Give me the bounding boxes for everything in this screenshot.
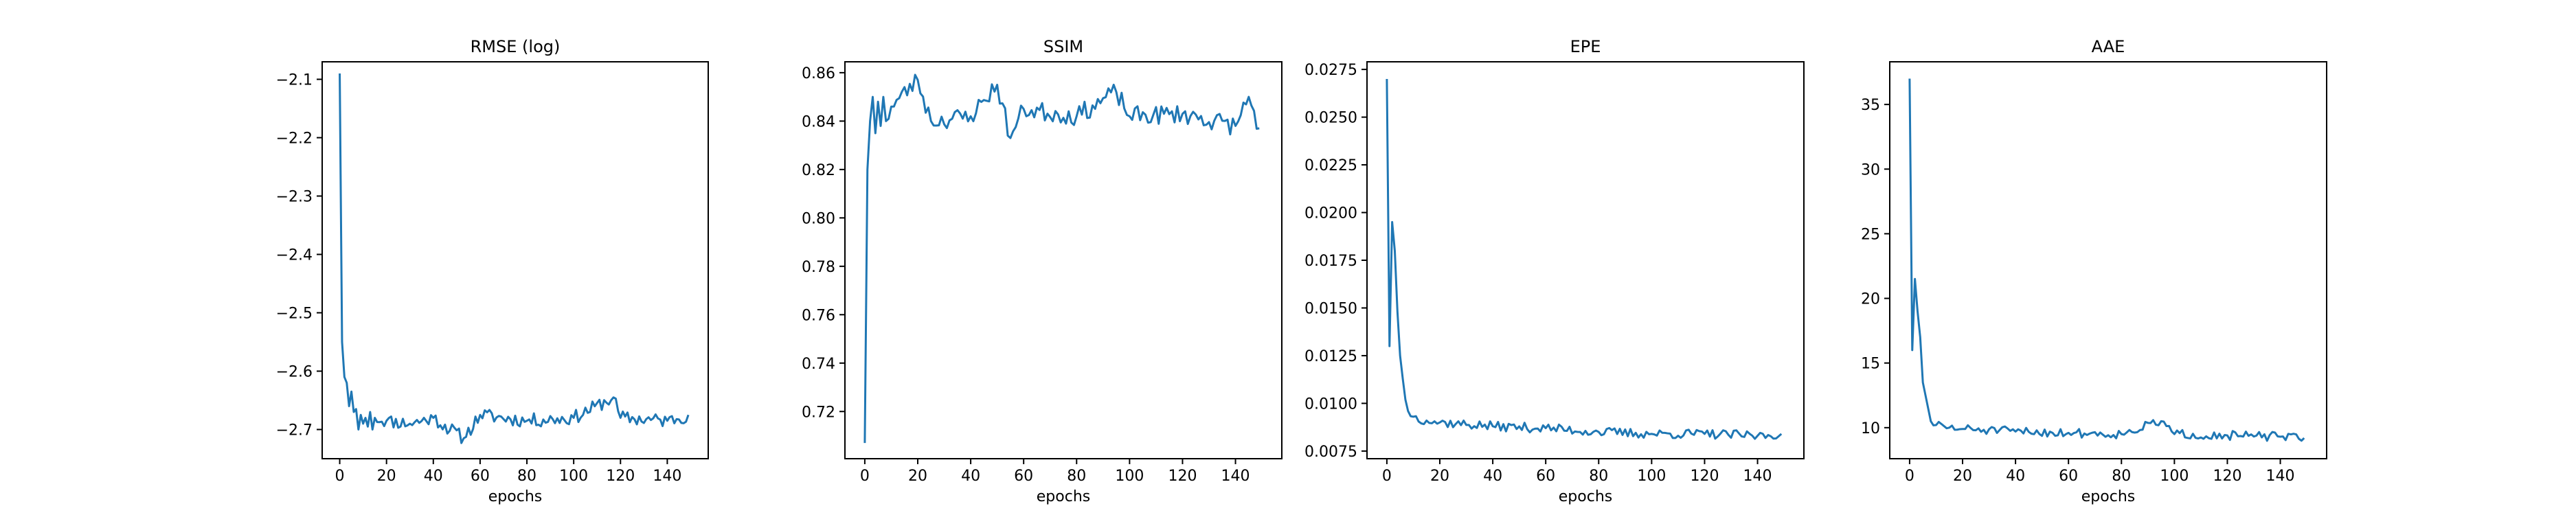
x-tick-label: 40 — [2006, 468, 2025, 485]
y-tick-label: 0.0200 — [1304, 205, 1357, 222]
subplot-1: 0 20 40 60 80 100 120 140 −2.1 −2.2 −2.3 −2.4 −2.5 −2… — [276, 37, 709, 505]
x-tick-label: 20 — [377, 468, 396, 485]
x-tick-label: 80 — [1067, 468, 1086, 485]
y-tick-label: −2.6 — [276, 364, 313, 381]
y-tick-label: 15 — [1861, 356, 1880, 373]
y-tick-label: 0.84 — [802, 113, 835, 130]
y-tick-label: 0.72 — [802, 404, 835, 421]
x-tick-label: 100 — [1115, 468, 1144, 485]
chart-title: AAE — [2092, 37, 2125, 56]
x-tick-label: 40 — [424, 468, 443, 485]
y-tick-label: −2.3 — [276, 189, 313, 206]
x-tick-label: 120 — [606, 468, 635, 485]
y-tick-label: 0.80 — [802, 210, 835, 227]
x-tick-label: 20 — [908, 468, 927, 485]
y-tick-label: 0.0275 — [1304, 62, 1357, 79]
y-tick-label: 0.0250 — [1304, 110, 1357, 127]
y-tick-label: 0.0225 — [1304, 157, 1357, 174]
axes-frame — [1889, 61, 2327, 459]
x-axis-label: epochs — [488, 488, 542, 505]
x-tick-label: 100 — [1637, 468, 1666, 485]
series-line — [863, 73, 1260, 444]
x-tick-label: 60 — [2059, 468, 2078, 485]
y-tick-label: 0.0175 — [1304, 253, 1357, 270]
x-tick-label: 120 — [2213, 468, 2241, 485]
x-tick-label: 60 — [471, 468, 490, 485]
y-tick-label: −2.5 — [276, 306, 313, 323]
x-tick-label: 0 — [335, 468, 345, 485]
x-tick-label: 0 — [1905, 468, 1914, 485]
y-tick-label: 0.0125 — [1304, 348, 1357, 365]
y-tick-label: 0.0075 — [1304, 444, 1357, 461]
y-tick-label: 35 — [1861, 97, 1880, 114]
y-tick-label: 10 — [1861, 420, 1880, 437]
axes-frame — [1366, 61, 1805, 459]
x-tick-label: 120 — [1168, 468, 1197, 485]
x-tick-label: 80 — [2112, 468, 2131, 485]
series-line — [1908, 78, 2305, 442]
x-tick-label: 120 — [1690, 468, 1719, 485]
subplot-3: 0 20 40 60 80 100 120 140 0.0075 0.0100 0.0125 0.01… — [1304, 37, 1805, 505]
y-tick-label: 0.0150 — [1304, 300, 1357, 317]
y-tick-label: −2.2 — [276, 130, 313, 148]
chart-title: SSIM — [1043, 37, 1083, 56]
y-tick-label: −2.7 — [276, 422, 313, 439]
chart-title: RMSE (log) — [471, 37, 561, 56]
x-tick-label: 140 — [653, 468, 681, 485]
y-tick-label: −2.1 — [276, 72, 313, 89]
x-tick-label: 100 — [559, 468, 588, 485]
subplot-2: 0 20 40 60 80 100 120 140 0.72 0.74 0.76 0.78 0.80 0.… — [802, 37, 1283, 505]
x-tick-label: 140 — [2266, 468, 2295, 485]
series-line — [339, 73, 690, 444]
x-tick-label: 40 — [1483, 468, 1502, 485]
y-tick-label: 0.74 — [802, 356, 835, 373]
x-tick-label: 100 — [2160, 468, 2189, 485]
y-tick-label: 25 — [1861, 226, 1880, 243]
x-tick-label: 0 — [860, 468, 870, 485]
subplot-4: 0 20 40 60 80 100 120 140 10 15 20 25 30 35 AAE epochs — [1861, 37, 2327, 505]
x-axis-label: epochs — [1037, 488, 1090, 505]
x-axis-label: epochs — [2081, 488, 2135, 505]
series-line — [1386, 78, 1783, 440]
x-tick-label: 140 — [1743, 468, 1772, 485]
x-axis-label: epochs — [1559, 488, 1612, 505]
x-tick-label: 60 — [1014, 468, 1033, 485]
y-tick-label: −2.4 — [276, 247, 313, 264]
chart-title: EPE — [1570, 37, 1601, 56]
y-tick-label: 30 — [1861, 161, 1880, 179]
x-tick-label: 0 — [1382, 468, 1392, 485]
y-tick-label: 0.78 — [802, 259, 835, 276]
x-tick-label: 140 — [1221, 468, 1250, 485]
y-tick-label: 0.82 — [802, 162, 835, 179]
x-tick-label: 40 — [961, 468, 980, 485]
y-tick-label: 0.86 — [802, 65, 835, 82]
y-tick-label: 0.0100 — [1304, 396, 1357, 413]
axes-frame — [844, 61, 1283, 459]
x-tick-label: 60 — [1536, 468, 1555, 485]
y-tick-label: 0.76 — [802, 307, 835, 324]
axes-frame — [321, 61, 709, 459]
x-tick-label: 20 — [1430, 468, 1449, 485]
x-tick-label: 80 — [517, 468, 536, 485]
x-tick-label: 80 — [1589, 468, 1608, 485]
x-tick-label: 20 — [1953, 468, 1972, 485]
y-tick-label: 20 — [1861, 291, 1880, 308]
